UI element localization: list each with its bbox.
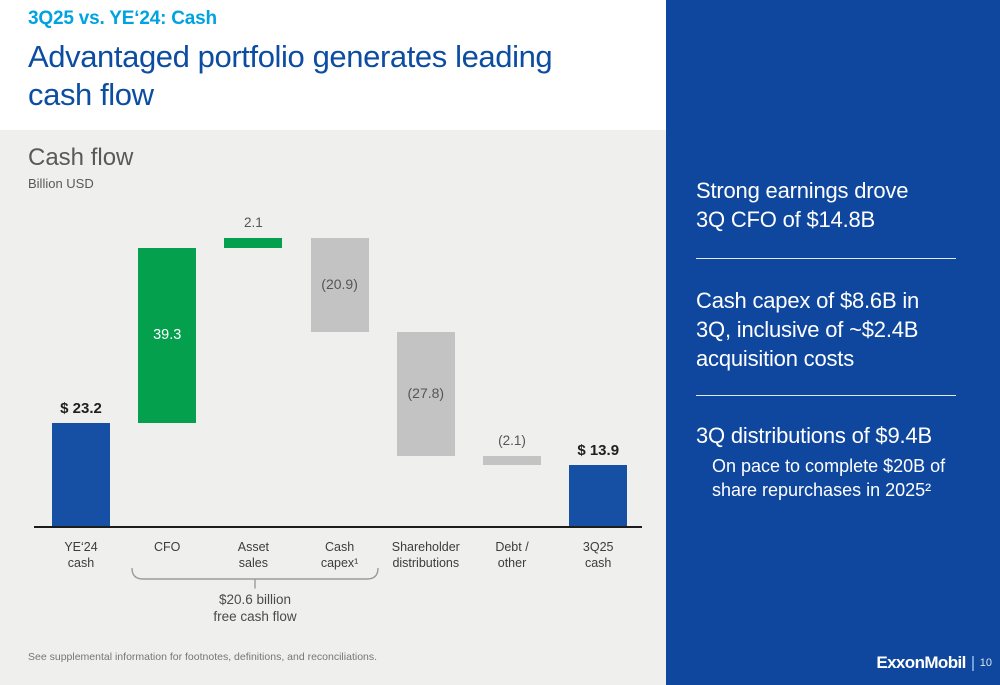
waterfall-bar-cfo	[138, 247, 197, 424]
kicker: 3Q25 vs. YE‘24: Cash	[28, 8, 217, 29]
page-number: 10	[979, 657, 992, 669]
category-label-debt-other: Debt / other	[495, 540, 529, 570]
x-axis-line	[34, 526, 642, 528]
waterfall-bar-cash-capex	[310, 238, 369, 332]
callout-distributions-subtext: On pace to complete $20B of share repurc…	[712, 456, 946, 500]
bracket	[131, 568, 379, 589]
footnote: See supplemental information for footnot…	[28, 651, 378, 663]
chart-panel: Cash flow Billion USD $ 23.2 YE‘24 cash 39…	[0, 130, 666, 685]
category-label-asset-sales: Asset sales	[237, 540, 270, 570]
exxonmobil-logo: ExxonMobil	[876, 653, 966, 672]
category-label-ye24-cash: YE‘24 cash	[64, 540, 98, 570]
value-label-cfo: 39.3	[153, 326, 182, 343]
category-label-3q25-cash: 3Q25 cash	[582, 540, 614, 570]
category-label-cash-capex: Cash capex¹	[320, 540, 359, 570]
footer-brand-row: ExxonMobil 10	[876, 653, 992, 673]
divider	[696, 258, 956, 259]
value-label-shareholder-distributions: (27.8)	[407, 384, 445, 401]
waterfall-bar-3q25-cash	[569, 464, 628, 527]
chart-title: Cash flow	[28, 144, 134, 171]
waterfall-bar-debt-other	[483, 455, 541, 466]
sidebar: Strong earnings drove 3Q CFO of $14.8B C…	[666, 0, 1000, 685]
waterfall-chart: $ 23.2 YE‘24 cash 39.3 CFO 2.1 Asset sales (20…	[0, 130, 666, 685]
callout-earnings: Strong earnings drove 3Q CFO of $14.8B	[696, 178, 909, 232]
callout-capex: Cash capex of $8.6B in 3Q, inclusive of …	[696, 288, 920, 371]
value-label-ye24-cash: $ 23.2	[60, 400, 102, 418]
page-title: Advantaged portfolio generates leading c…	[28, 39, 553, 112]
category-label-shareholder-distributions: Shareholder distributions	[391, 540, 460, 570]
value-label-debt-other: (2.1)	[498, 432, 526, 448]
chart-unit-label: Billion USD	[28, 176, 94, 191]
category-label-cfo: CFO	[153, 540, 181, 554]
waterfall-bar-shareholder-distributions	[396, 331, 455, 456]
value-label-asset-sales: 2.1	[244, 215, 263, 231]
waterfall-bar-asset-sales	[224, 238, 283, 248]
slide-header: 3Q25 vs. YE‘24: Cash Advantaged portfoli…	[28, 8, 648, 114]
value-label-3q25-cash: $ 13.9	[577, 441, 620, 459]
value-label-cash-capex: (20.9)	[321, 275, 358, 292]
page-number-separator	[971, 655, 974, 671]
divider	[696, 395, 956, 396]
bracket-label: $20.6 billion free cash flow	[213, 592, 297, 624]
waterfall-bar-ye24-cash	[52, 423, 110, 527]
callout-distributions-heading: 3Q distributions of $9.4B	[696, 423, 932, 448]
